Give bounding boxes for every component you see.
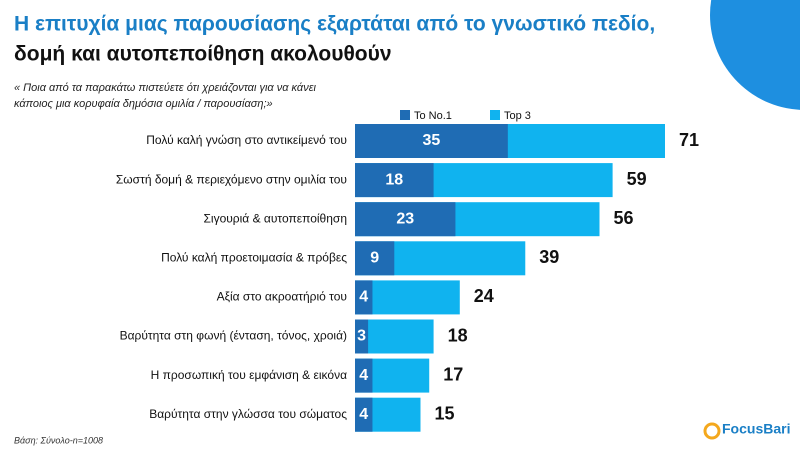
question: « Ποια από τα παρακάτω πιστεύετε ότι χρε… bbox=[14, 82, 317, 94]
value-label: 15 bbox=[434, 403, 454, 423]
category-label: Αξία στο ακροατήριό του bbox=[217, 290, 347, 304]
value-label: 35 bbox=[423, 132, 441, 149]
chart-title: Η επιτυχία μιας παρουσίασης εξαρτάται απ… bbox=[14, 13, 655, 36]
value-label: 4 bbox=[359, 367, 368, 384]
bar bbox=[355, 202, 456, 237]
value-label: 39 bbox=[539, 247, 559, 267]
value-label: 4 bbox=[359, 289, 368, 306]
category-label: Πολύ καλή γνώση στο αντικείμενό του bbox=[146, 133, 347, 147]
value-label: 24 bbox=[474, 286, 494, 306]
value-label: 59 bbox=[627, 169, 647, 189]
bar bbox=[355, 124, 508, 158]
corner-circle bbox=[710, 0, 800, 110]
category-label: Σωστή δομή & περιεχόμενο στην ομιλία του bbox=[116, 172, 347, 186]
legend-label: Top 3 bbox=[504, 110, 531, 122]
value-label: 18 bbox=[448, 325, 468, 345]
note: Βάση: Σύνολο-n=1008 bbox=[14, 435, 103, 445]
bar bbox=[355, 163, 434, 198]
category-label: Η προσωπική του εμφάνιση & εικόνα bbox=[151, 368, 347, 382]
logo: FocusBari bbox=[722, 421, 790, 437]
value-label: 3 bbox=[357, 328, 366, 345]
legend-swatch bbox=[400, 110, 410, 120]
value-label: 18 bbox=[385, 171, 403, 188]
question: κάποιος μια κορυφαία δημόσια ομιλία / πα… bbox=[14, 98, 273, 110]
value-label: 9 bbox=[370, 250, 379, 267]
logo-icon bbox=[703, 422, 721, 440]
value-label: 23 bbox=[396, 210, 414, 227]
category-label: Πολύ καλή προετοιμασία & πρόβες bbox=[161, 250, 347, 264]
legend-swatch bbox=[490, 110, 500, 120]
bar bbox=[355, 319, 369, 354]
value-label: 71 bbox=[679, 130, 699, 150]
category-label: Βαρύτητα στην γλώσσα του σώματος bbox=[149, 407, 347, 421]
category-label: Βαρύτητα στη φωνή (ένταση, τόνος, χροιά) bbox=[120, 329, 347, 343]
value-label: 56 bbox=[614, 208, 634, 228]
legend-label: Το No.1 bbox=[414, 110, 452, 122]
bar bbox=[355, 241, 395, 276]
bar bbox=[355, 397, 373, 432]
category-label: Σιγουριά & αυτοπεποίθηση bbox=[203, 211, 347, 225]
value-label: 17 bbox=[443, 364, 463, 384]
value-label: 4 bbox=[359, 406, 368, 423]
chart-subtitle: δομή και αυτοπεποίθηση ακολουθούν bbox=[14, 43, 392, 66]
bar bbox=[355, 358, 373, 393]
bar bbox=[355, 280, 373, 315]
